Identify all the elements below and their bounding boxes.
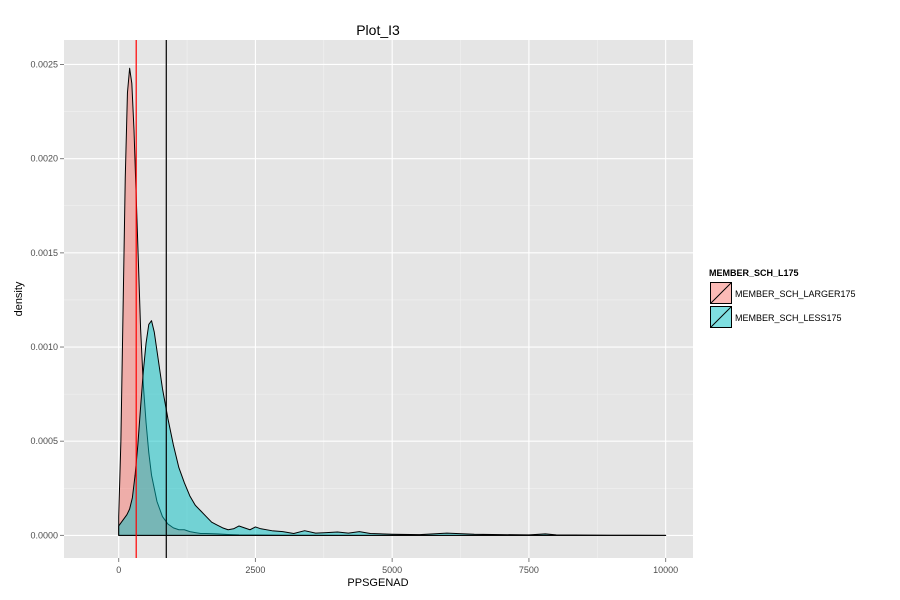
x-tick-label-2: 5000 [382, 565, 402, 575]
legend-label-1: MEMBER_SCH_LESS175 [735, 313, 842, 323]
legend-item-1: MEMBER_SCH_LESS175 [710, 306, 842, 328]
legend-label-0: MEMBER_SCH_LARGER175 [735, 289, 856, 299]
y-axis-ticks: 0.0000 0.0005 0.0010 0.0015 0.0020 0.0025 [30, 59, 64, 540]
x-axis-ticks: 0 2500 5000 7500 10000 [116, 558, 678, 575]
chart-title: Plot_I3 [356, 22, 400, 38]
reference-lines [135, 40, 167, 558]
legend-item-0: MEMBER_SCH_LARGER175 [710, 282, 856, 304]
y-tick-label-2: 0.0010 [30, 342, 58, 352]
density-areas [118, 67, 667, 536]
x-tick-label-4: 10000 [653, 565, 678, 575]
y-axis-title: density [13, 281, 25, 316]
legend-key-slash-1 [710, 306, 732, 328]
x-tick-label-1: 2500 [245, 565, 265, 575]
legend: MEMBER_SCH_L175 MEMBER_SCH_LARGER175 MEMB… [709, 268, 856, 328]
y-tick-label-0: 0.0000 [30, 530, 58, 540]
legend-key-slash-0 [710, 282, 732, 304]
y-tick-label-1: 0.0005 [30, 436, 58, 446]
density-area-1 [118, 320, 667, 536]
y-tick-label-4: 0.0020 [30, 154, 58, 164]
y-tick-label-5: 0.0025 [30, 59, 58, 69]
legend-title: MEMBER_SCH_L175 [709, 268, 799, 278]
x-tick-label-0: 0 [116, 565, 121, 575]
x-axis-title: PPSGENAD [347, 577, 408, 589]
x-tick-label-3: 7500 [519, 565, 539, 575]
y-tick-label-3: 0.0015 [30, 248, 58, 258]
